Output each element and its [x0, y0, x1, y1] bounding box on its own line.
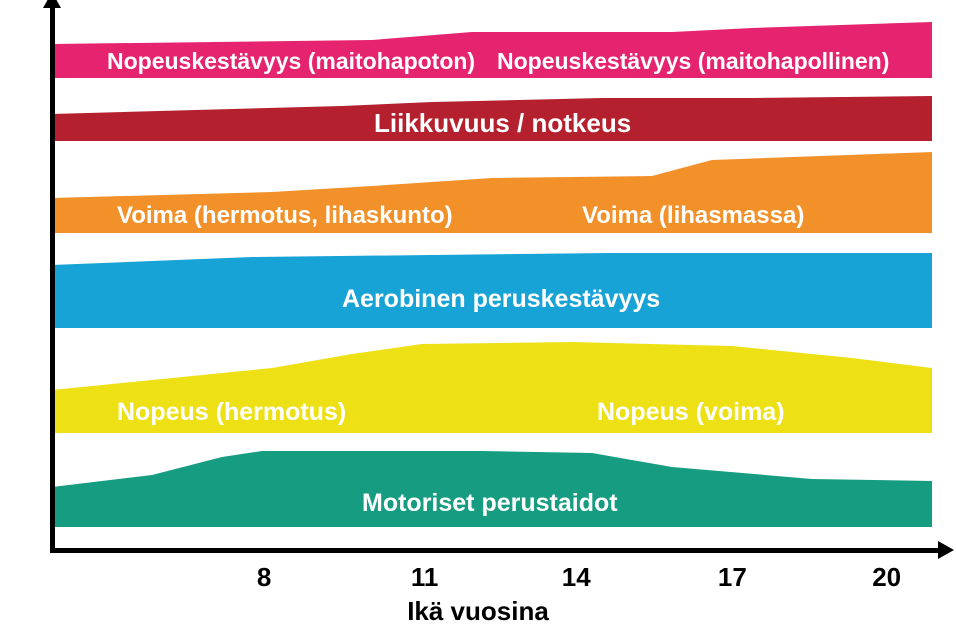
band-speed: Nopeus (hermotus) Nopeus (voima)	[52, 338, 932, 433]
label-strength-neural: Voima (hermotus, lihaskunto)	[117, 202, 453, 230]
x-tick-20: 20	[872, 562, 901, 593]
plot-area: Nopeuskestävyys (maitohapoton) Nopeuskes…	[52, 8, 932, 548]
label-speed-force: Nopeus (voima)	[597, 398, 785, 427]
x-tick-17: 17	[718, 562, 747, 593]
band-motor-skills: Motoriset perustaidot	[52, 439, 932, 527]
band-aerobic: Aerobinen peruskestävyys	[52, 243, 932, 328]
label-speed-neural: Nopeus (hermotus)	[117, 398, 346, 427]
y-axis	[50, 4, 55, 552]
x-tick-14: 14	[562, 562, 591, 593]
label-aerobic: Aerobinen peruskestävyys	[342, 285, 660, 314]
label-flexibility: Liikkuvuus / notkeus	[374, 108, 631, 139]
chart-container: Nopeuskestävyys (maitohapoton) Nopeuskes…	[0, 0, 956, 629]
label-strength-mass: Voima (lihasmassa)	[582, 202, 804, 230]
x-axis-title: Ikä vuosina	[0, 596, 956, 627]
label-speed-endurance-low: Nopeuskestävyys (maitohapoton)	[107, 48, 475, 75]
label-motor-skills: Motoriset perustaidot	[362, 489, 618, 518]
band-strength: Voima (hermotus, lihaskunto) Voima (liha…	[52, 148, 932, 233]
label-speed-endurance-high: Nopeuskestävyys (maitohapollinen)	[497, 48, 889, 75]
x-tick-11: 11	[411, 562, 439, 593]
x-axis	[50, 548, 942, 553]
band-flexibility: Liikkuvuus / notkeus	[52, 86, 932, 141]
x-tick-8: 8	[257, 562, 271, 593]
band-speed-endurance: Nopeuskestävyys (maitohapoton) Nopeuskes…	[52, 8, 932, 78]
